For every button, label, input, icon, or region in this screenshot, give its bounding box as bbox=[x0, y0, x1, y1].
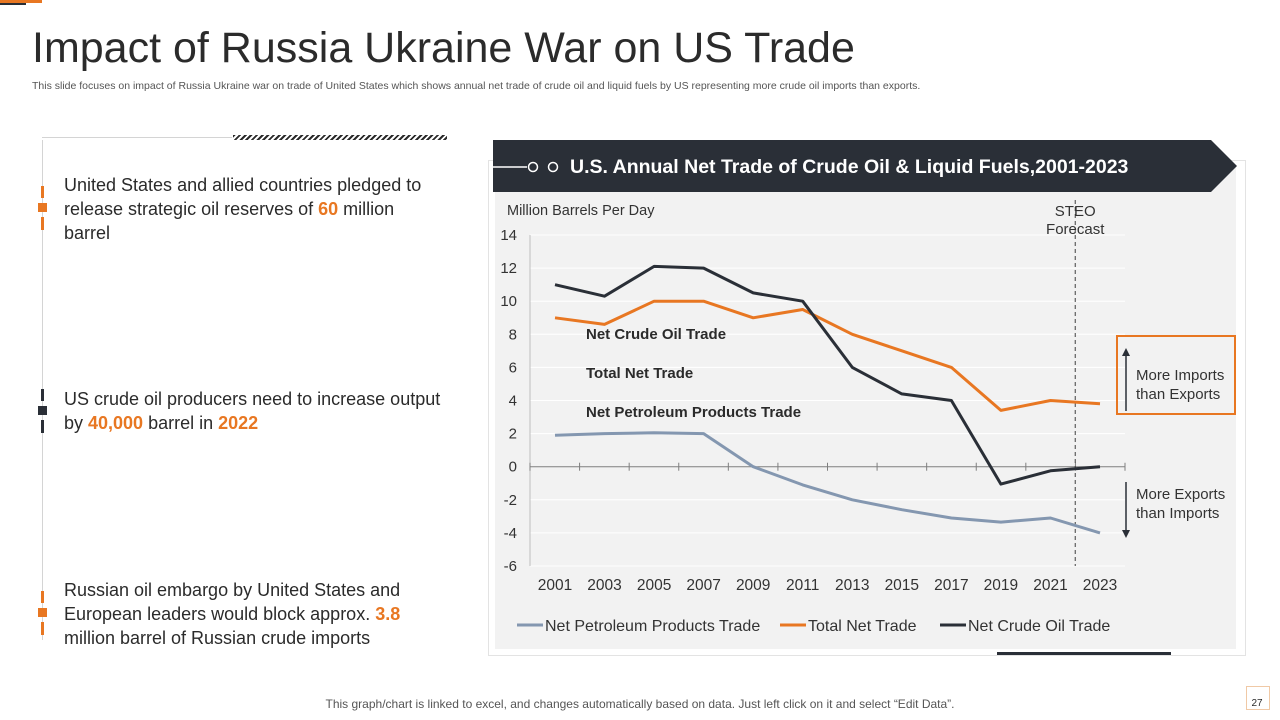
x-tick-label: 2021 bbox=[1033, 577, 1067, 594]
y-tick-label: 12 bbox=[500, 260, 517, 277]
forecast-label: Forecast bbox=[1046, 221, 1105, 238]
series-line-net-crude-oil-trade bbox=[554, 264, 1101, 486]
slide-title: Impact of Russia Ukraine War on US Trade bbox=[32, 24, 855, 72]
forecast-label: STEO bbox=[1055, 203, 1096, 220]
page-number-box bbox=[1246, 686, 1270, 710]
y-tick-label: 8 bbox=[509, 326, 517, 343]
bullet-2-highlight: 40,000 bbox=[88, 413, 144, 433]
dark-marker-icon bbox=[38, 389, 47, 433]
up-arrow-icon bbox=[1122, 348, 1130, 411]
page-number: 27 bbox=[1251, 698, 1263, 709]
x-tick-label: 2013 bbox=[835, 577, 869, 594]
footer-note: This graph/chart is linked to excel, and… bbox=[325, 697, 955, 711]
x-tick-label: 2003 bbox=[587, 577, 621, 594]
legend-label: Total Net Trade bbox=[808, 618, 917, 635]
x-tick-label: 2005 bbox=[637, 577, 671, 594]
orange-marker-icon bbox=[38, 591, 47, 635]
x-tick-label: 2011 bbox=[786, 577, 819, 594]
bullet-2-text-mid: barrel in bbox=[143, 413, 219, 433]
callout-more-exports: More Exports than Imports bbox=[1136, 486, 1226, 522]
x-tick-label: 2007 bbox=[686, 577, 720, 594]
x-tick-label: 2001 bbox=[538, 577, 572, 594]
y-tick-label: 10 bbox=[500, 293, 517, 310]
callout-more-imports: More Imports than Exports bbox=[1136, 367, 1225, 403]
x-tick-label: 2015 bbox=[885, 577, 919, 594]
x-tick-label: 2023 bbox=[1083, 577, 1117, 594]
chart-series bbox=[554, 264, 1101, 535]
callout-more-imports-box bbox=[1116, 335, 1236, 415]
bullet-2-text: US crude oil producers need to increase … bbox=[64, 389, 441, 433]
legend-label: Net Petroleum Products Trade bbox=[545, 618, 760, 635]
y-tick-label: 6 bbox=[509, 359, 517, 376]
chart-legend: Net Petroleum Products Trade Total Net Tr… bbox=[517, 618, 1110, 635]
slide-subtitle: This slide focuses on impact of Russia U… bbox=[32, 80, 921, 92]
bullet-1: United States and allied countries pledg… bbox=[64, 173, 444, 245]
chart-gridlines bbox=[530, 234, 1125, 567]
legend-label: Net Crude Oil Trade bbox=[968, 618, 1110, 635]
chart-axes bbox=[529, 200, 1126, 566]
bullet-1-text-end: million barrel bbox=[64, 199, 395, 243]
x-tick-label: 2019 bbox=[984, 577, 1018, 594]
y-axis-title: Million Barrels Per Day bbox=[507, 203, 655, 219]
chart-area-background bbox=[495, 165, 1236, 649]
bullet-3-text-end: million barrel of Russian crude imports bbox=[64, 628, 371, 648]
corner-accent-dark bbox=[0, 3, 26, 5]
line-chart: -6 -4 -2 0 2 4 6 8 10 12 14 2001 2003 2005 2007 2009 201… bbox=[500, 200, 1126, 635]
bullet-2: US crude oil producers need to increase … bbox=[64, 387, 444, 435]
chart-title: U.S. Annual Net Trade of Crude Oil & Liq… bbox=[570, 156, 1129, 178]
y-tick-label: 2 bbox=[509, 426, 517, 443]
down-arrow-icon bbox=[1122, 482, 1130, 538]
y-tick-label: -6 bbox=[504, 558, 517, 575]
y-tick-label: -4 bbox=[504, 525, 517, 542]
chart-labels: -6 -4 -2 0 2 4 6 8 10 12 14 2001 2003 2005 2007 2009 201… bbox=[500, 203, 1117, 594]
series-inline-label: Net Petroleum Products Trade bbox=[586, 404, 801, 421]
top-rule bbox=[42, 137, 232, 138]
bullet-3: Russian oil embargo by United States and… bbox=[64, 578, 444, 650]
x-tick-label: 2009 bbox=[736, 577, 770, 594]
bullet-3-text: Russian oil embargo by United States and… bbox=[64, 580, 401, 624]
series-inline-label: Net Crude Oil Trade bbox=[586, 326, 726, 343]
series-inline-label: Total Net Trade bbox=[586, 365, 693, 382]
y-tick-label: 14 bbox=[500, 227, 517, 244]
hatch-divider bbox=[233, 135, 447, 140]
series-line-total-net-trade bbox=[554, 299, 1101, 412]
bullet-2-highlight-year: 2022 bbox=[218, 413, 259, 433]
chart-bottom-accent bbox=[997, 652, 1171, 655]
bullet-3-highlight: 3.8 bbox=[375, 604, 401, 624]
corner-accent bbox=[0, 0, 42, 3]
orange-marker-icon bbox=[38, 186, 47, 230]
x-tick-label: 2017 bbox=[934, 577, 968, 594]
chart-title-banner bbox=[493, 140, 1237, 192]
y-tick-label: 4 bbox=[509, 393, 517, 410]
bullet-1-highlight: 60 bbox=[318, 199, 339, 219]
y-tick-label: 0 bbox=[509, 459, 517, 476]
series-line-net-petroleum-products-trade bbox=[554, 431, 1101, 535]
bullet-1-text: United States and allied countries pledg… bbox=[64, 175, 422, 219]
y-tick-label: -2 bbox=[504, 492, 517, 509]
